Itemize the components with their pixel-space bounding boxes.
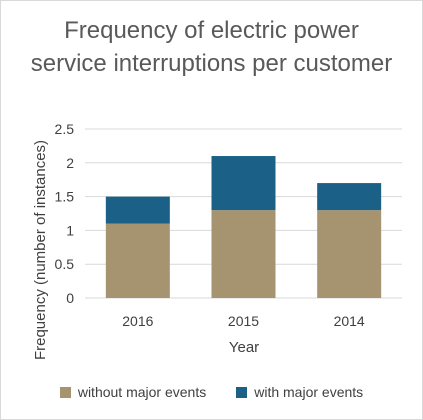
bar-2016-without-major-events	[105, 223, 170, 298]
legend-label-with-major-events: with major events	[254, 384, 364, 400]
y-tick-label: 2	[66, 155, 74, 171]
y-axis-title: Frequency (number of instances)	[32, 140, 49, 360]
bar-2014-with-major-events	[317, 183, 382, 211]
legend-swatch-without-major-events	[59, 386, 71, 398]
x-tick-label: 2014	[334, 313, 365, 329]
x-axis-title: Year	[229, 339, 259, 356]
bar-2015-with-major-events	[211, 156, 276, 211]
bar-2014-without-major-events	[317, 210, 382, 298]
y-tick-label: 1	[66, 222, 74, 238]
bar-2016-with-major-events	[105, 196, 170, 224]
x-tick-label: 2016	[122, 313, 153, 329]
y-tick-labels: 0 0.5 1 1.5 2 2.5	[55, 121, 75, 306]
legend-swatch-with-major-events	[236, 386, 248, 398]
bars	[105, 156, 382, 298]
y-tick-label: 2.5	[55, 121, 75, 137]
x-tick-labels: 2016 2015 2014	[122, 313, 365, 329]
legend-item-without-major-events: without major events	[59, 384, 207, 400]
legend-item-with-major-events: with major events	[236, 384, 363, 400]
chart-title: Frequency of electric power service inte…	[30, 17, 393, 77]
x-tick-label: 2015	[228, 313, 259, 329]
bar-2015-without-major-events	[211, 210, 276, 298]
legend-label-without-major-events: without major events	[77, 384, 207, 400]
y-tick-label: 0	[66, 290, 74, 306]
legend: without major events with major events	[0, 380, 423, 404]
y-tick-label: 0.5	[55, 256, 75, 272]
y-tick-label: 1.5	[55, 189, 75, 205]
